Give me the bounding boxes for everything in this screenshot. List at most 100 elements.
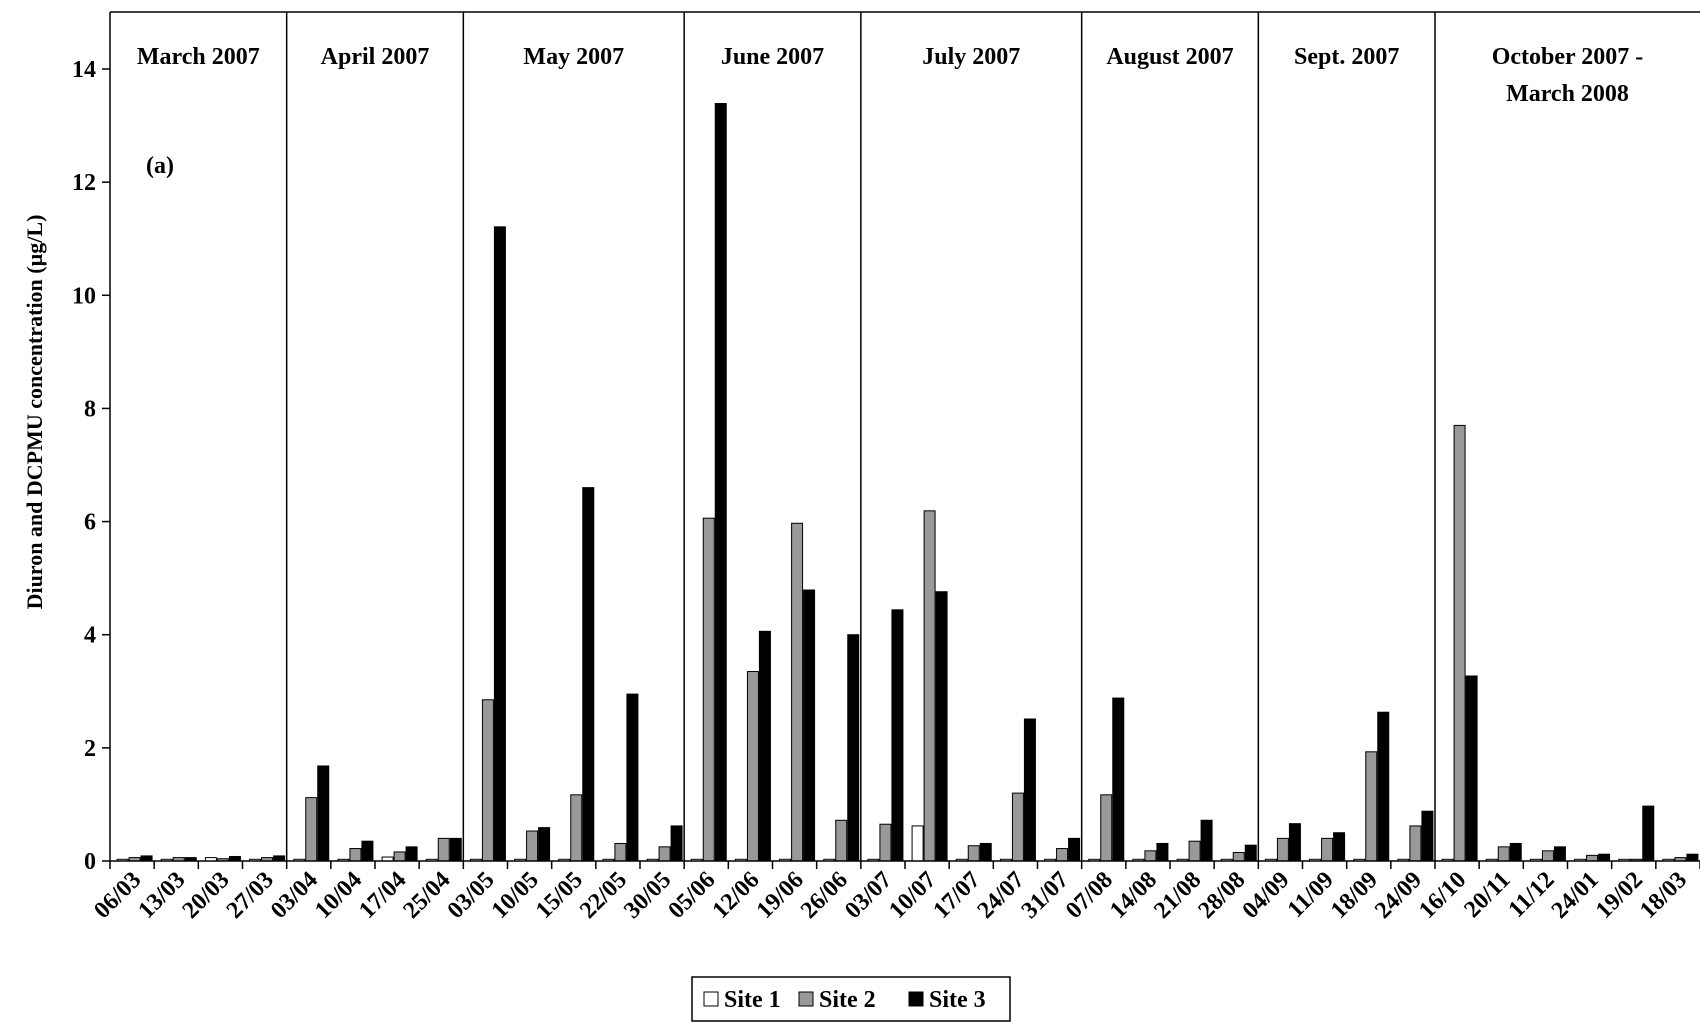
month-label: August 2007 [1106,44,1233,70]
bar-site-3 [1156,842,1169,862]
y-tick-label: 4 [84,623,96,649]
bar-site-3 [582,487,595,862]
x-tick-label: 13/03 [133,867,190,924]
bar-site-2 [349,848,362,862]
legend-swatch [908,991,924,1007]
x-tick-label: 21/08 [1149,867,1206,924]
bar-site-2 [1409,825,1422,862]
bar-site-3 [405,846,418,862]
x-tick-label: 11/09 [1283,867,1339,923]
bar-site-3 [1112,697,1125,862]
x-tick-label: 03/07 [840,867,897,924]
bar-site-3 [140,855,153,862]
bar-site-3 [935,591,948,862]
x-tick-label: 10/07 [884,867,941,924]
bar-site-3 [1068,837,1081,862]
month-label: March 2008 [1506,81,1629,107]
bar-site-3 [891,609,904,862]
bar-site-2 [791,522,804,862]
y-tick-label: 14 [72,57,96,83]
x-tick-label: 17/07 [928,867,985,924]
x-tick-labels: 06/0313/0320/0327/0303/0410/0417/0425/04… [89,861,1700,924]
legend-label: Site 2 [819,987,876,1013]
x-tick-label: 16/10 [1414,867,1471,924]
y-tick-label: 2 [84,736,96,762]
bar-site-3 [1244,844,1257,862]
legend-label: Site 1 [724,987,781,1013]
legend: Site 1 Site 2 Site 3 [691,976,1011,1022]
x-tick-label: 24/07 [973,867,1030,924]
bar-site-2 [305,797,318,862]
bar-site-2 [879,823,892,862]
bar-site-2 [1056,848,1069,862]
x-tick-label: 26/06 [796,867,853,924]
x-tick-label: 05/06 [663,867,720,924]
bar-site-3 [1465,675,1478,862]
bar-site-2 [1188,840,1201,862]
bar-site-3 [979,842,992,862]
bar-site-3 [1333,832,1346,862]
bar-site-2 [835,819,848,862]
month-labels: March 2007 April 2007 May 2007 June 2007 Jul… [137,44,1643,107]
bar-site-2 [746,670,759,862]
bar-site-2 [1541,850,1554,862]
bar-site-2 [614,842,627,862]
bar-site-3 [538,827,551,862]
bar-site-2 [1497,846,1510,862]
bar-site-3 [1377,711,1390,862]
bar-site-3 [361,840,374,862]
x-tick-label: 12/06 [708,867,765,924]
bar-site-3 [626,693,639,862]
legend-box [691,976,1011,1022]
bar-site-2 [923,510,936,862]
bar-site-2 [967,845,980,862]
y-ticks: 0 2 4 6 8 10 12 14 [72,57,110,875]
y-axis-label: Diuron and DCPMU concentration (µg/L) [22,215,47,610]
month-label: May 2007 [523,44,624,70]
bar-site-3 [1686,853,1699,862]
bar-site-3 [1598,853,1611,862]
bar-site-2 [1276,837,1289,862]
x-tick-label: 31/07 [1017,867,1074,924]
x-tick-label: 07/08 [1061,867,1118,924]
month-label: October 2007 - [1492,44,1644,70]
month-label: March 2007 [137,44,260,70]
y-tick-label: 6 [84,510,96,536]
x-tick-label: 24/09 [1370,867,1427,924]
month-separators [285,12,1436,861]
x-tick-label: 22/05 [575,867,632,924]
bar-site-3 [449,837,462,862]
bar-site-3 [758,630,771,862]
bar-site-3 [493,226,506,862]
bar-site-2 [1586,854,1599,862]
bar-site-2 [1011,792,1024,862]
y-tick-label: 8 [84,396,96,422]
bar-site-3 [803,589,816,862]
bar-site-3 [273,855,286,862]
bar-site-3 [1421,810,1434,862]
bar-site-2 [1321,837,1334,862]
x-tick-label: 18/03 [1635,867,1692,924]
legend-swatch [798,991,814,1007]
bar-site-3 [847,634,860,862]
bar-site-2 [1453,424,1466,862]
bar-site-3 [1288,823,1301,862]
bar-site-2 [437,837,450,862]
bar-site-2 [393,851,406,862]
panel-annotation: (a) [146,153,174,179]
x-tick-label: 25/04 [398,867,455,924]
bar-site-2 [702,517,715,862]
x-tick-label: 11/12 [1504,867,1560,923]
bar-site-3 [1023,718,1036,862]
month-label: June 2007 [721,44,824,70]
bar-site-1 [911,825,924,862]
bar-site-2 [1100,794,1113,862]
bar-site-3 [1642,805,1655,862]
bar-site-2 [481,699,494,862]
bar-site-3 [670,825,683,862]
bar-site-3 [317,765,330,862]
x-tick-label: 15/05 [531,867,588,924]
x-tick-label: 03/05 [443,867,500,924]
y-tick-label: 10 [72,283,96,309]
x-tick-label: 19/02 [1591,867,1648,924]
